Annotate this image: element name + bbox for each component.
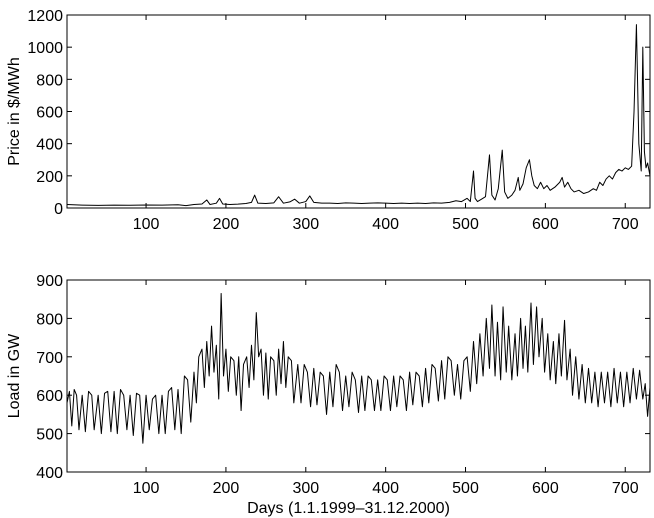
load-x-tick-label: 700	[612, 480, 639, 497]
price-series-line	[66, 24, 651, 207]
price-axes-frame	[66, 14, 651, 209]
load-x-tick-label: 400	[372, 480, 399, 497]
price-x-tick-label: 500	[452, 216, 479, 233]
price-y-tick-label: 0	[54, 201, 63, 218]
load-x-tick-label: 600	[532, 480, 559, 497]
load-x-axis-label: Days (1.1.1999–31.12.2000)	[247, 500, 450, 517]
load-y-tick-label: 400	[36, 465, 63, 482]
price-panel: 100 200 300 400 500 600 700 0 200 400 600 800 1000 12…	[6, 8, 651, 233]
load-y-tick-label: 500	[36, 427, 63, 444]
load-axes-frame	[66, 279, 651, 473]
price-y-tick-label: 600	[36, 105, 63, 122]
load-x-tick-label: 100	[133, 480, 160, 497]
load-series-line	[66, 292, 651, 444]
load-x-tick-label: 200	[213, 480, 240, 497]
price-x-tick-label: 300	[292, 216, 319, 233]
price-x-tick-label: 600	[532, 216, 559, 233]
price-y-tick-label: 800	[36, 72, 63, 89]
load-x-tick-label: 300	[292, 480, 319, 497]
price-y-tick-label: 400	[36, 137, 63, 154]
load-y-axis-label: Load in GW	[6, 333, 23, 418]
load-y-tick-label: 600	[36, 388, 63, 405]
price-y-axis-label: Price in $/MWh	[6, 57, 23, 165]
price-x-tick-label: 400	[372, 216, 399, 233]
load-y-tick-label: 900	[36, 273, 63, 290]
price-x-tick-label: 100	[133, 216, 160, 233]
price-x-tick-label: 700	[612, 216, 639, 233]
price-y-tick-label: 1000	[27, 40, 63, 57]
load-ticks: 100 200 300 400 500 600 700 400 500 600 700 800 900	[36, 273, 650, 497]
price-ticks: 100 200 300 400 500 600 700 0 200 400 600 800 1000 12…	[27, 8, 650, 233]
load-y-tick-label: 800	[36, 311, 63, 328]
price-y-tick-label: 1200	[27, 8, 63, 25]
price-y-tick-label: 200	[36, 169, 63, 186]
price-x-tick-label: 200	[213, 216, 240, 233]
load-x-tick-label: 500	[452, 480, 479, 497]
load-panel: 100 200 300 400 500 600 700400500600700800900 …	[6, 273, 651, 517]
load-y-tick-label: 700	[36, 350, 63, 367]
